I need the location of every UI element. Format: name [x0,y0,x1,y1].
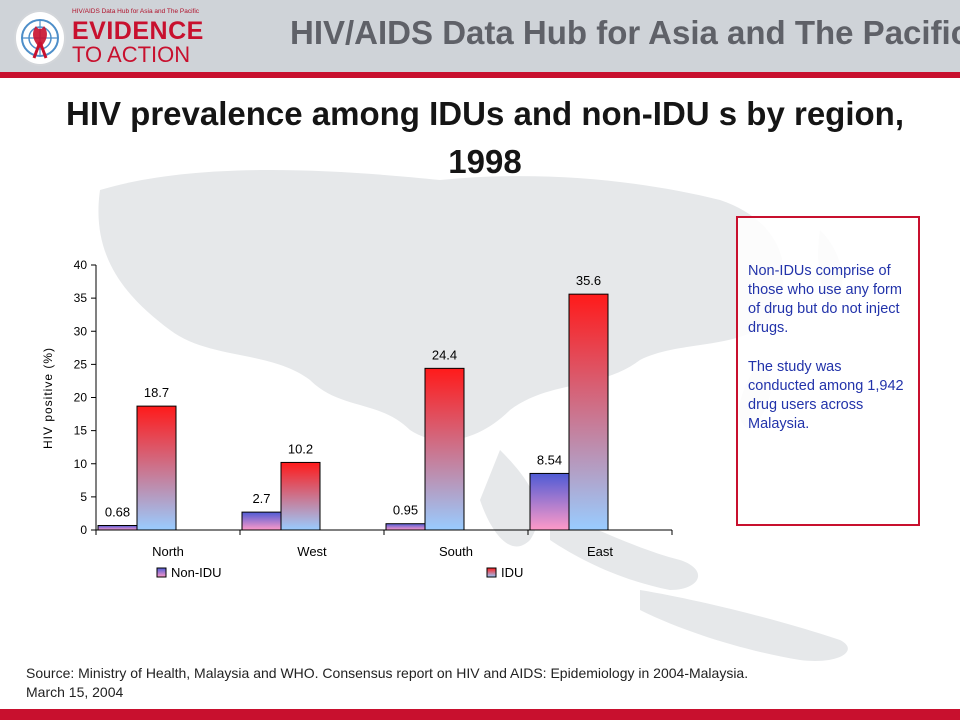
header-divider [0,72,960,78]
legend-swatch [486,567,497,578]
data-label: 10.2 [288,441,313,456]
data-label: 2.7 [252,491,270,506]
bar-idu-east [568,293,609,531]
y-tick-label: 10 [74,457,88,471]
bar-non-idu-east [529,472,570,531]
legend-swatch [156,567,167,578]
note-definition-text: Non-IDUs comprise of those who use any f… [748,263,902,336]
data-label: 18.7 [144,385,169,400]
bar-idu-south [424,367,465,531]
x-category-label: East [587,544,613,559]
bar-idu-west [280,461,321,531]
data-label: 8.54 [537,452,562,467]
data-label: 24.4 [432,347,457,362]
bar-idu-north [136,405,177,531]
legend-label: IDU [501,565,523,580]
x-category-label: South [439,544,473,559]
footer-bar [0,709,960,720]
y-tick-label: 40 [74,258,88,272]
legend-label: Non-IDU [171,565,222,580]
x-category-label: North [152,544,184,559]
note-box: Non-IDUs comprise of those who use any f… [736,216,920,526]
note-study-text: The study was conducted among 1,942 drug… [748,359,904,432]
logo-small-text: HIV/AIDS Data Hub for Asia and The Pacif… [72,8,200,15]
bar-non-idu-north [97,524,138,531]
bar-non-idu-south [385,523,426,531]
y-tick-label: 30 [74,324,88,338]
source-line-1: Source: Ministry of Health, Malaysia and… [26,665,749,681]
logo-evidence-text: EVIDENCE [72,17,204,45]
y-tick-label: 15 [74,424,88,438]
x-category-label: West [297,544,327,559]
y-axis-label: HIV positive (%) [41,347,55,449]
hub-title: HIV/AIDS Data Hub for Asia and The Pacif… [290,14,960,51]
y-tick-label: 0 [80,523,87,537]
y-tick-label: 20 [74,391,88,405]
slide-title: HIV prevalence among IDUs and non-IDU s … [66,95,904,180]
source-line-2: March 15, 2004 [26,684,124,700]
logo-to-action-text: TO ACTION [72,42,191,67]
data-label: 0.68 [105,504,130,519]
data-label: 35.6 [576,273,601,288]
bar-non-idu-west [241,511,282,531]
evidence-to-action-logo: HIV/AIDS Data Hub for Asia and The Pacif… [10,6,230,67]
y-tick-label: 35 [74,291,88,305]
y-tick-label: 25 [74,357,88,371]
un-emblem-icon [14,10,66,66]
source-citation: Source: Ministry of Health, Malaysia and… [26,664,926,702]
y-tick-label: 5 [80,490,87,504]
data-label: 0.95 [393,503,418,518]
header-bar: HIV/AIDS Data Hub for Asia and The Pacif… [0,0,960,72]
